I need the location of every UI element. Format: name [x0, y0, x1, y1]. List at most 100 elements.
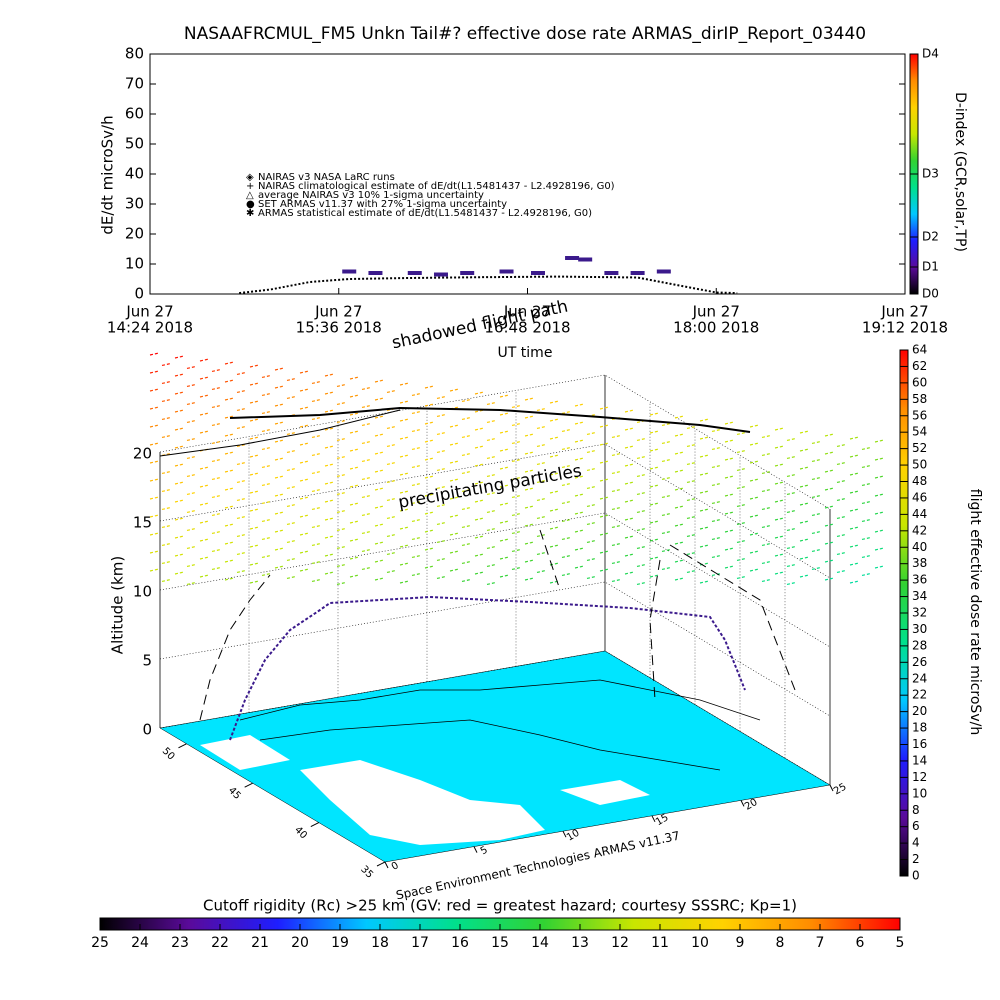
particle-vector: [249, 580, 260, 584]
particle-vector: [511, 404, 522, 409]
particle-vector: [736, 503, 747, 508]
particle-vector: [811, 566, 822, 571]
particle-vector: [186, 527, 197, 532]
x-tick-label: Jun 27: [314, 303, 362, 321]
particle-vector: [624, 427, 635, 431]
particle-vector: [361, 530, 372, 535]
particle-vector: [436, 467, 447, 472]
particle-vector: [311, 416, 322, 421]
particle-vector: [686, 497, 697, 502]
particle-vector: [449, 424, 460, 428]
particle-vector: [374, 577, 385, 581]
map-borders: [259, 719, 721, 771]
lon-tick: [473, 846, 478, 853]
particle-vector: [561, 572, 572, 577]
particle-vector: [699, 436, 710, 440]
colorbar-tick-label: 12: [912, 770, 927, 784]
particle-vector: [574, 457, 585, 461]
particle-vector: [811, 494, 822, 499]
particle-vector: [274, 475, 285, 479]
particle-vector: [649, 574, 660, 578]
y-tick-label: 30: [125, 195, 144, 213]
particle-vector: [374, 433, 385, 437]
particle-vector: [324, 535, 335, 539]
particle-vector: [361, 476, 372, 481]
particle-vector: [461, 524, 472, 529]
particle-vector: [211, 368, 222, 373]
particle-vector: [499, 574, 510, 578]
particle-vector: [199, 430, 210, 434]
particle-vector: [561, 518, 572, 523]
particle-vector: [199, 394, 210, 398]
particle-vector: [411, 428, 422, 433]
colorbar-tick-label: 6: [856, 935, 865, 951]
particle-vector: [149, 532, 160, 536]
particle-vector: [236, 497, 247, 502]
particle-vector: [311, 542, 322, 547]
particle-vector: [561, 536, 572, 541]
particle-vector: [249, 544, 260, 548]
colorbar-tick-label: 52: [912, 441, 927, 455]
particle-vector: [149, 478, 160, 482]
particle-vector: [399, 526, 410, 530]
z-tick-label: 15: [133, 514, 152, 532]
particle-vector: [674, 523, 685, 527]
x-tick-label: 19:12 2018: [862, 319, 948, 337]
particle-vector: [561, 464, 572, 469]
particle-vector: [411, 464, 422, 469]
data-point: [604, 271, 619, 275]
particle-vector: [824, 451, 835, 455]
particle-vector: [261, 518, 272, 523]
particle-vector: [549, 508, 560, 512]
particle-vector: [324, 517, 335, 521]
particle-vector: [636, 455, 647, 460]
particle-vector: [536, 461, 547, 466]
particle-vector: [711, 572, 722, 577]
particle-vector: [761, 452, 772, 457]
particle-vector: [274, 367, 285, 371]
particle-vector: [261, 536, 272, 541]
particle-vector: [336, 509, 347, 514]
particle-vector: [374, 541, 385, 545]
particle-vector: [811, 476, 822, 481]
particle-vector: [636, 473, 647, 478]
particle-vector: [474, 517, 485, 521]
particle-vector: [486, 563, 497, 568]
particle-vector: [499, 484, 510, 488]
particle-vector: [286, 449, 297, 454]
particle-vector: [161, 416, 172, 421]
particle-vector: [711, 464, 722, 469]
particle-vector: [649, 466, 660, 470]
lat-tick: [244, 782, 253, 788]
particle-vector: [574, 421, 585, 425]
particle-vector: [224, 523, 235, 527]
z-tick-label: 5: [142, 652, 152, 670]
particle-vector: [511, 566, 522, 571]
legend-label: SET ARMAS v11.37 with 27% 1-sigma uncert…: [258, 199, 507, 210]
particle-vector: [461, 434, 472, 439]
particle-vector: [624, 517, 635, 521]
particle-vector: [636, 437, 647, 442]
particle-vector: [236, 389, 247, 394]
particle-vector: [349, 376, 360, 380]
particle-vector: [849, 454, 860, 458]
particle-vector: [261, 410, 272, 415]
particle-vector: [774, 535, 785, 539]
particle-vector: [686, 443, 697, 448]
particle-vector: [299, 532, 310, 536]
particle-vector: [761, 542, 772, 547]
particle-vector: [249, 508, 260, 512]
particle-vector: [461, 398, 472, 403]
particle-vector: [436, 539, 447, 544]
y-tick-label: 10: [125, 255, 144, 273]
particle-vector: [599, 424, 610, 428]
particle-vector: [674, 415, 685, 419]
particle-vector: [574, 529, 585, 533]
particle-vector: [286, 503, 297, 508]
particle-vector: [374, 559, 385, 563]
data-point: [407, 271, 422, 275]
flight-paths: [159, 406, 796, 741]
particle-vector: [824, 577, 835, 581]
colorbar-tick-label: 34: [912, 589, 927, 603]
particle-vector: [536, 569, 547, 574]
